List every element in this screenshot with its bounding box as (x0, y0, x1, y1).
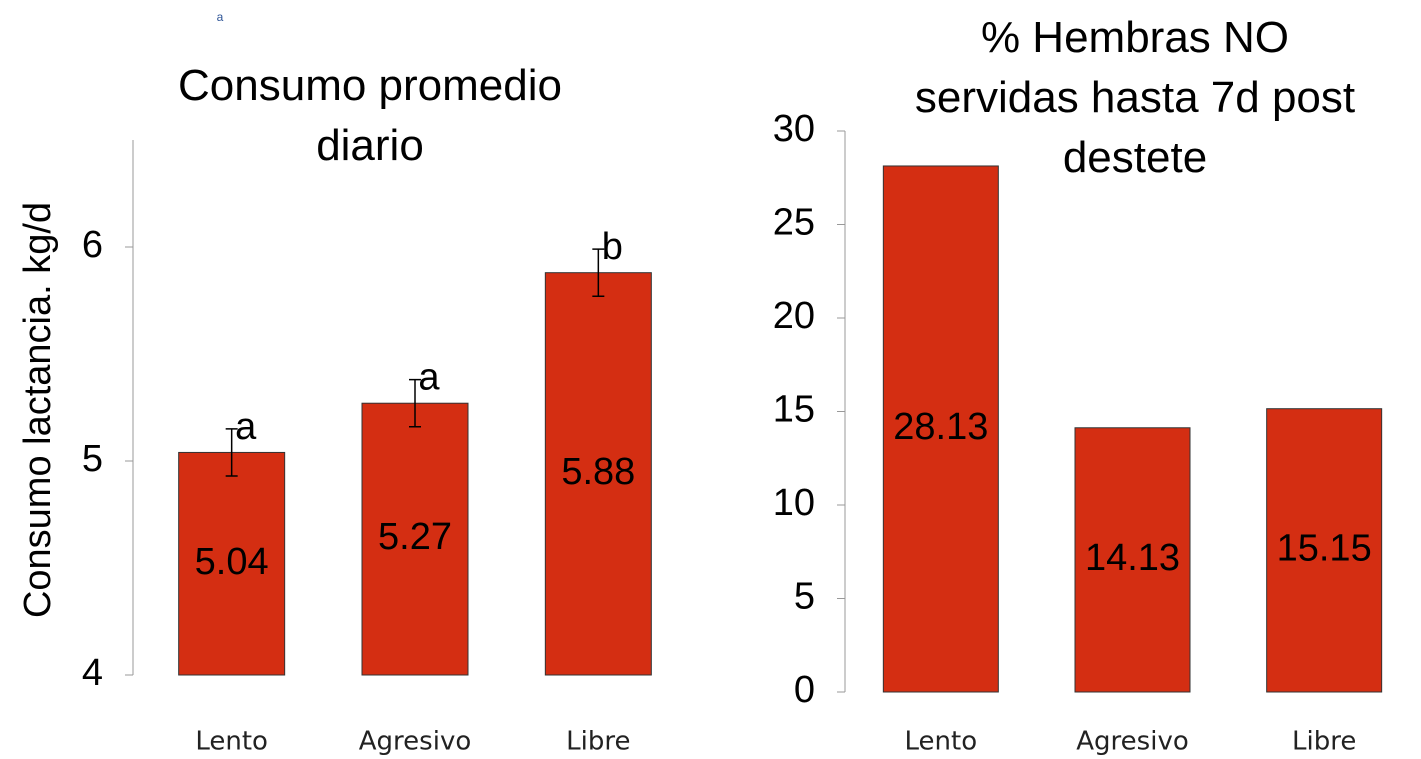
y-tick-label: 0 (794, 669, 815, 711)
value-label: 28.13 (893, 406, 988, 448)
significance-label: a (235, 406, 257, 448)
bar (1074, 427, 1191, 693)
y-axis-label: Consumo lactancia. kg/d (17, 202, 59, 618)
value-label: 5.27 (378, 516, 452, 558)
error-bar (409, 378, 421, 428)
y-tick-label: 30 (773, 108, 815, 150)
x-tick-label: Agresivo (359, 727, 471, 757)
value-label: 5.88 (561, 451, 635, 493)
annotation: a (217, 10, 224, 24)
bar (882, 165, 999, 693)
x-tick-label: Agresivo (1076, 727, 1188, 757)
error-bar (225, 428, 238, 477)
value-label: 14.13 (1085, 537, 1180, 579)
significance-label: a (418, 357, 440, 399)
x-tick-label: Libre (566, 727, 630, 757)
chart-title: Consumo promedio diario (178, 61, 562, 170)
bar (361, 402, 469, 676)
bar (178, 451, 286, 676)
value-label: 5.04 (195, 541, 269, 583)
x-tick-label: Libre (1292, 727, 1356, 757)
y-tick-label: 10 (773, 482, 815, 524)
bar (544, 272, 652, 676)
x-tick-label: Lento (195, 727, 268, 757)
y-tick-label: 5 (794, 576, 815, 618)
y-tick-label: 5 (82, 438, 103, 480)
y-tick-label: 25 (773, 202, 815, 244)
y-tick-label: 4 (82, 652, 103, 694)
y-tick-label: 15 (773, 389, 815, 431)
significance-label: b (602, 226, 623, 268)
error-bar (592, 248, 605, 297)
value-label: 15.15 (1277, 527, 1372, 569)
x-tick-label: Lento (905, 727, 978, 757)
bar (1266, 408, 1383, 693)
chart-title: % Hembras NO servidas hasta 7d post dest… (914, 13, 1356, 182)
y-tick-label: 20 (773, 295, 815, 337)
y-tick-label: 6 (82, 224, 103, 266)
